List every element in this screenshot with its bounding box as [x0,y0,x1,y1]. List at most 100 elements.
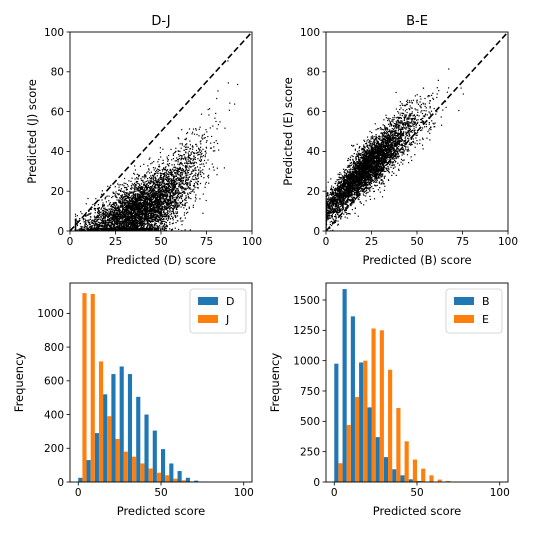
scatter-point [172,205,174,207]
scatter-point [133,223,135,225]
scatter-point [166,158,168,160]
scatter-point [108,221,110,224]
scatter-point [198,151,200,153]
scatter-point [165,191,167,193]
scatter-point [138,190,140,192]
scatter-point [152,174,154,176]
scatter-point [147,165,149,167]
scatter-point [181,182,183,184]
scatter-point [149,157,151,159]
scatter-point [183,176,185,178]
scatter-point [145,186,147,188]
scatter-point [185,157,187,159]
scatter-point [127,225,129,227]
scatter-point [177,173,179,176]
scatter-point [207,159,209,161]
scatter-point [199,198,201,200]
scatter-point [125,228,127,230]
scatter-point [199,152,202,154]
scatter-point [199,182,202,185]
scatter-point [185,139,187,141]
scatter-point [156,213,158,215]
scatter-point [102,213,104,215]
scatter-point [167,199,169,201]
scatter-point [169,173,171,176]
scatter-point [162,191,164,193]
scatter-point [171,171,173,173]
scatter-point [215,140,217,142]
scatter-point [106,220,108,222]
scatter-point [178,153,180,156]
scatter-point [192,170,194,172]
scatter-point [193,170,195,172]
scatter-point [144,222,146,224]
scatter-point [121,190,123,193]
scatter-point [112,213,114,215]
scatter-point [174,183,176,185]
scatter-point [150,171,152,173]
scatter-point [101,222,103,224]
scatter-point [136,202,138,204]
scatter-point [161,198,163,200]
scatter-point [180,202,183,204]
scatter-point [165,177,167,179]
scatter-point [154,185,156,187]
scatter-point [162,159,164,161]
scatter-point [148,200,150,202]
scatter-point [180,162,182,165]
scatter-point [133,190,135,192]
scatter-point [169,204,171,206]
scatter-point [198,135,200,137]
scatter-point [123,224,125,226]
scatter-point [130,220,132,222]
scatter-point [172,158,175,160]
scatter-point [123,209,126,212]
scatter-point [184,192,186,194]
scatter-point [156,214,159,216]
scatter-point [104,209,106,211]
scatter-point [156,197,158,199]
scatter-point [142,181,144,183]
scatter-point [194,161,196,163]
scatter-point [149,228,151,230]
scatter-point [162,203,164,205]
scatter-point [171,215,173,217]
scatter-point [166,180,168,182]
scatter-point [158,213,160,215]
scatter-point [178,155,180,157]
scatter-point [162,198,164,200]
scatter-point [112,204,114,206]
scatter-point [105,211,107,213]
scatter-point [161,228,163,230]
scatter-point [110,229,112,231]
scatter-point [132,224,134,226]
scatter-point [151,216,153,218]
scatter-point [149,187,151,189]
scatter-point [150,175,152,177]
scatter-point [135,184,137,186]
scatter-point [182,180,184,182]
scatter-point [101,221,103,223]
scatter-point [103,220,105,222]
scatter-point [152,227,154,229]
scatter-point [186,160,188,162]
scatter-point [127,218,129,220]
scatter-point [138,221,140,223]
scatter-point [170,182,173,184]
scatter-point [165,226,167,228]
scatter-point [167,206,169,209]
scatter-point [177,177,179,179]
scatter-point [139,184,141,187]
scatter-point [107,185,109,187]
scatter-point [174,206,176,208]
scatter-point [117,229,119,231]
scatter-point [84,225,86,227]
scatter-point [74,213,77,215]
scatter-point [161,173,163,175]
scatter-point [148,210,150,212]
scatter-point [155,180,157,182]
scatter-point [114,219,116,221]
scatter-point [125,222,127,224]
scatter-point [144,195,146,198]
scatter-point [90,208,92,210]
